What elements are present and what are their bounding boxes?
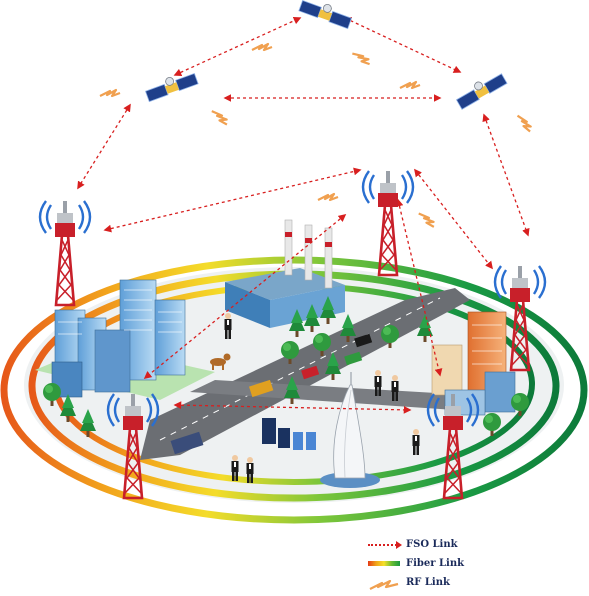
fso-links [77,17,530,414]
server-icon [262,418,316,450]
fso-arrow-icon [368,540,402,549]
rf-bolt-icon [368,577,400,590]
legend-fiber-label: Fiber Link [406,558,465,569]
building-cluster-right [431,311,516,416]
satellite-icon [143,0,508,110]
legend-rf-label: RF Link [406,577,450,588]
legend-fiber: Fiber Link [368,554,508,573]
rf-links [98,42,534,230]
fiber-gradient-icon [368,561,400,566]
legend-fso-label: FSO Link [406,539,458,550]
legend-rf: RF Link [368,573,508,592]
legend: FSO Link Fiber Link RF Link [368,535,508,592]
legend-fso: FSO Link [368,535,508,554]
